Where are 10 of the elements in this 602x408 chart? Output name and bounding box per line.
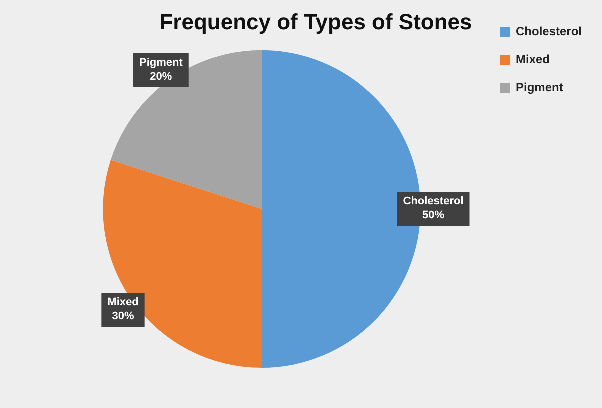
legend-label: Pigment [516,80,564,94]
slice-label: Pigment [139,56,184,69]
legend-label: Cholesterol [516,24,582,38]
legend-label: Mixed [516,52,550,66]
data-label: 30% [112,310,134,323]
data-label: 50% [422,210,445,222]
slice-label: Mixed [108,296,139,309]
chart-title: Frequency of Types of Stones [160,9,472,34]
data-label: 20% [150,70,172,83]
slice-label: Cholesterol [403,196,464,208]
